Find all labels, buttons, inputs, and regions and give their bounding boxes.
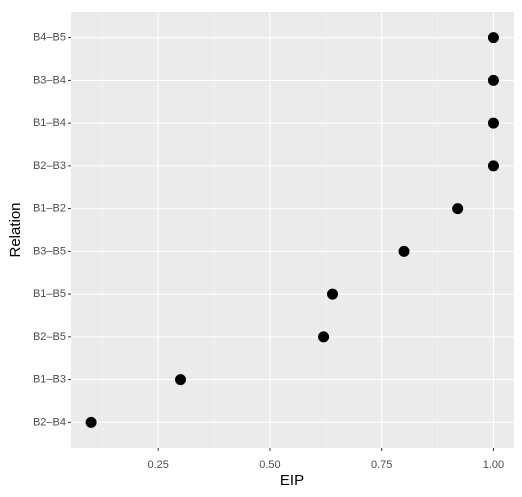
x-tick-label: 0.75	[371, 459, 392, 471]
y-tick-label: B3–B5	[33, 245, 66, 257]
point	[318, 331, 330, 343]
point	[487, 32, 499, 44]
y-tick-label: B2–B4	[33, 416, 66, 428]
x-tick-label: 0.50	[259, 459, 280, 471]
x-axis-title: EIP	[280, 472, 304, 489]
point	[487, 160, 499, 172]
y-tick-label: B2–B5	[33, 331, 66, 343]
point	[85, 416, 97, 428]
y-axis-title: Relation	[7, 202, 24, 257]
point	[398, 245, 410, 257]
panel	[71, 12, 514, 448]
y-tick-label: B2–B3	[33, 160, 66, 172]
y-tick-label: B1–B2	[33, 203, 66, 215]
y-tick-label: B1–B3	[33, 374, 66, 386]
point	[487, 117, 499, 129]
x-tick-label: 1.00	[483, 459, 504, 471]
y-tick-label: B1–B4	[33, 117, 66, 129]
y-tick-label: B3–B4	[33, 74, 66, 86]
x-tick-label: 0.25	[147, 459, 168, 471]
point	[175, 374, 187, 386]
y-tick-label: B1–B5	[33, 288, 66, 300]
point	[327, 288, 339, 300]
y-tick-label: B4–B5	[33, 32, 66, 44]
point	[452, 203, 464, 215]
point	[487, 74, 499, 86]
